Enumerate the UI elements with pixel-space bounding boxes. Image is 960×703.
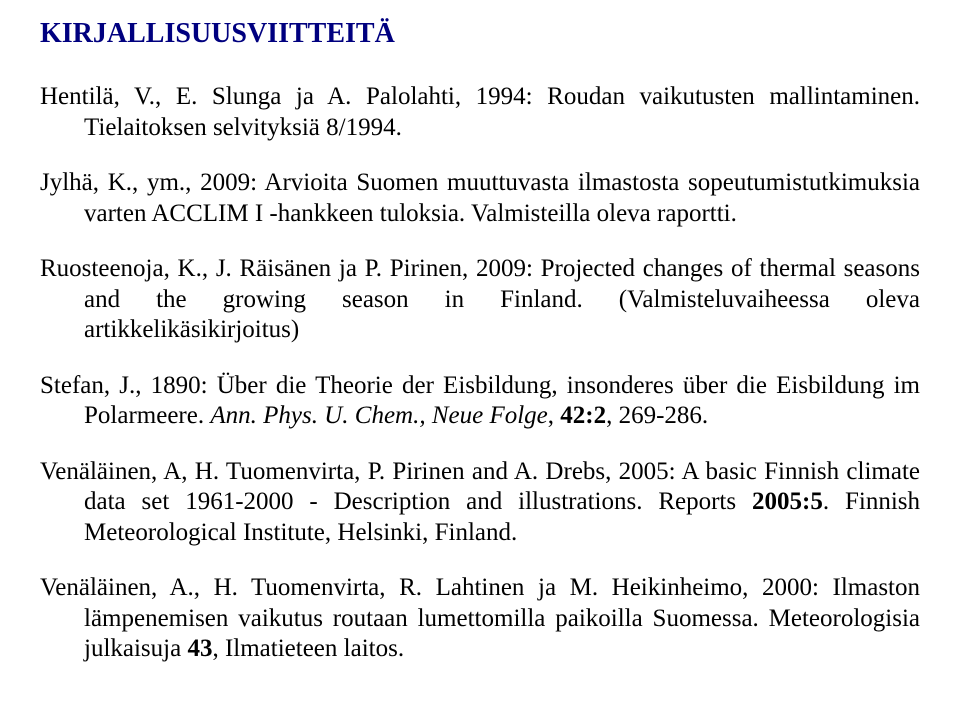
reference-text: , Ilmatieteen laitos. bbox=[212, 635, 404, 662]
reference-text: 2005:5 bbox=[752, 488, 823, 515]
reference-text: Ruosteenoja, K., J. Räisänen ja P. Pirin… bbox=[40, 255, 920, 343]
reference-entry: Jylhä, K., ym., 2009: Arvioita Suomen mu… bbox=[40, 168, 920, 229]
reference-text: Jylhä, K., ym., 2009: Arvioita Suomen mu… bbox=[40, 169, 920, 227]
reference-text: Venäläinen, A., H. Tuomenvirta, R. Lahti… bbox=[40, 574, 920, 662]
reference-text: 42:2 bbox=[560, 402, 606, 429]
reference-entry: Ruosteenoja, K., J. Räisänen ja P. Pirin… bbox=[40, 254, 920, 346]
reference-text: Ann. Phys. U. Chem., Neue Folge bbox=[210, 402, 547, 429]
reference-text: , bbox=[548, 402, 561, 429]
reference-entry: Venäläinen, A, H. Tuomenvirta, P. Pirine… bbox=[40, 457, 920, 549]
page-container: KIRJALLISUUSVIITTEITÄ Hentilä, V., E. Sl… bbox=[0, 0, 960, 703]
reference-entry: Venäläinen, A., H. Tuomenvirta, R. Lahti… bbox=[40, 573, 920, 665]
reference-entry: Stefan, J., 1890: Über die Theorie der E… bbox=[40, 371, 920, 432]
section-heading: KIRJALLISUUSVIITTEITÄ bbox=[40, 18, 920, 50]
reference-entry: Hentilä, V., E. Slunga ja A. Palolahti, … bbox=[40, 82, 920, 143]
reference-text: 43 bbox=[187, 635, 212, 662]
references-list: Hentilä, V., E. Slunga ja A. Palolahti, … bbox=[40, 82, 920, 665]
reference-text: Hentilä, V., E. Slunga ja A. Palolahti, … bbox=[40, 83, 920, 141]
reference-text: , 269-286. bbox=[606, 402, 708, 429]
